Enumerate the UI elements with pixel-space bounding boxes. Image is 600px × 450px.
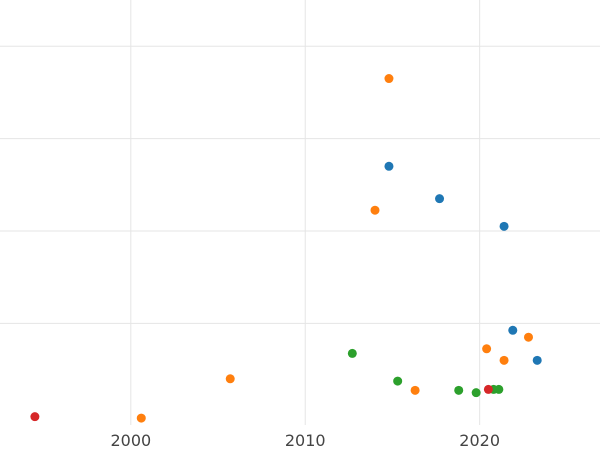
scatter-point-blue bbox=[435, 194, 445, 204]
scatter-point-green bbox=[494, 384, 504, 394]
scatter-point-green bbox=[393, 376, 403, 386]
scatter-point-orange bbox=[370, 205, 380, 215]
scatter-point-orange bbox=[225, 374, 235, 384]
scatter-point-blue bbox=[532, 355, 542, 365]
grid-layer bbox=[0, 0, 600, 425]
tick-labels-layer: 2000 2010 2020 bbox=[110, 431, 500, 450]
scatter-point-orange bbox=[410, 385, 420, 395]
scatter-point-orange bbox=[136, 413, 146, 423]
x-tick-label: 2000 bbox=[110, 431, 151, 450]
scatter-point-blue bbox=[384, 161, 394, 171]
x-tick-label: 2010 bbox=[285, 431, 326, 450]
scatter-point-orange bbox=[523, 332, 533, 342]
scatter-point-red bbox=[30, 412, 40, 422]
scatter-point-green bbox=[347, 348, 357, 358]
scatter-point-orange bbox=[499, 355, 509, 365]
scatter-point-orange bbox=[482, 344, 492, 354]
scatter-point-blue bbox=[499, 221, 509, 231]
scatter-point-red bbox=[483, 384, 493, 394]
scatter-point-green bbox=[454, 385, 464, 395]
scatter-point-green bbox=[471, 388, 481, 398]
scatter-point-orange bbox=[384, 74, 394, 84]
x-tick-label: 2020 bbox=[459, 431, 500, 450]
scatter-point-blue bbox=[508, 325, 518, 335]
points-layer bbox=[30, 74, 542, 423]
